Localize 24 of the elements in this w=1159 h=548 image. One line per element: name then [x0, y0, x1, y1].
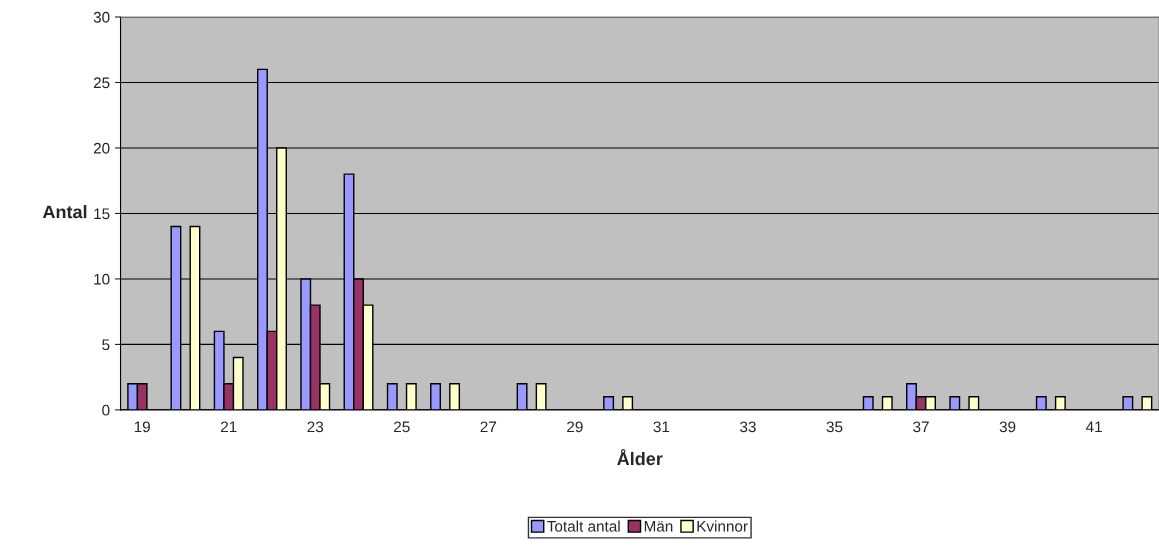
legend-label: Totalt antal — [547, 520, 620, 532]
x-tick-label: 19 — [134, 421, 150, 433]
y-tick-label: 25 — [93, 77, 110, 89]
y-tick-label: 5 — [102, 339, 110, 351]
x-tick-label: 41 — [1085, 421, 1102, 433]
x-axis-title: Ålder — [617, 449, 663, 466]
y-axis-title: Antal — [42, 205, 87, 219]
x-tick-label: 21 — [220, 421, 237, 433]
y-tick-label: 10 — [94, 273, 110, 285]
x-tick-label: 35 — [826, 421, 843, 433]
x-tick-label: 23 — [307, 421, 324, 433]
y-tick-label: 0 — [102, 404, 110, 416]
x-tick-label: 37 — [913, 421, 929, 433]
x-tick-label: 29 — [567, 421, 583, 433]
y-tick-label: 15 — [94, 208, 110, 220]
x-tick-label: 33 — [740, 421, 756, 433]
y-tick-label: 30 — [93, 11, 110, 23]
x-tick-label: 39 — [999, 421, 1016, 433]
y-tick-label: 20 — [93, 142, 110, 154]
x-tick-label: 25 — [394, 421, 410, 433]
legend-label: Män — [644, 521, 673, 532]
legend-label: Kvinnor — [697, 520, 748, 532]
x-tick-label: 27 — [480, 421, 497, 433]
x-tick-label: 31 — [653, 421, 670, 433]
